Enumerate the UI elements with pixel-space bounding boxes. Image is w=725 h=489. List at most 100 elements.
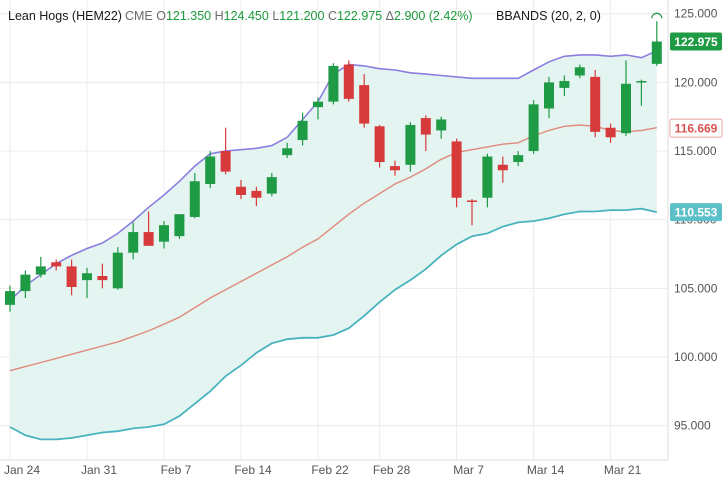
- candle: [97, 263, 108, 289]
- close-price-badge-text: 122.975: [674, 35, 718, 49]
- candle: [651, 21, 662, 66]
- candle: [82, 267, 92, 298]
- open-key: O: [156, 9, 166, 23]
- candles: [5, 12, 663, 312]
- candle: [528, 100, 539, 154]
- high-key: H: [214, 9, 224, 23]
- candle: [390, 160, 400, 176]
- candle-body: [143, 232, 154, 246]
- candle: [174, 214, 185, 239]
- candle-body: [66, 266, 77, 287]
- candle: [359, 74, 370, 128]
- candle-body: [159, 225, 169, 242]
- indicator-label[interactable]: BBANDS (20, 2, 0): [496, 9, 601, 23]
- x-tick-label: Feb 7: [161, 463, 192, 477]
- candle: [35, 256, 46, 278]
- candle-body: [374, 126, 385, 163]
- lower-band-badge-text: 110.553: [675, 206, 718, 220]
- y-tick-label: 120.000: [674, 75, 718, 89]
- candle-body: [128, 232, 139, 253]
- candle: [636, 79, 647, 106]
- candle-body: [220, 151, 231, 172]
- candle: [205, 151, 216, 189]
- candle: [313, 97, 323, 120]
- middle-band-line: [9, 124, 657, 372]
- candle-body: [436, 119, 447, 131]
- candle: [405, 122, 416, 172]
- instrument-name: Lean Hogs (HEM22): [8, 9, 122, 23]
- candle: [621, 60, 631, 136]
- high-value: 124.450: [223, 9, 269, 23]
- candle-body: [205, 156, 216, 184]
- candle-body: [636, 81, 647, 83]
- change-key: Δ: [385, 9, 395, 23]
- candle: [451, 138, 462, 208]
- price-badges: 122.975 116.669 110.553: [669, 32, 723, 222]
- candle-body: [251, 190, 262, 198]
- candle: [220, 127, 231, 175]
- candle-body: [82, 273, 92, 281]
- candle: [5, 285, 15, 312]
- candle-body: [20, 274, 31, 292]
- candle-body: [97, 276, 108, 281]
- candle-body: [467, 200, 477, 202]
- candle-body: [313, 101, 323, 108]
- bband-area: [10, 50, 657, 440]
- candle-body: [482, 156, 493, 198]
- candle-body: [112, 252, 123, 289]
- x-tick-label: Jan 31: [81, 463, 117, 477]
- candle: [343, 60, 354, 102]
- lower-band-badge: 110.553: [670, 203, 722, 222]
- candle: [112, 247, 123, 290]
- candle-body: [559, 81, 570, 88]
- candle-body: [405, 124, 416, 165]
- candle-body: [297, 120, 308, 141]
- candle: [420, 115, 431, 152]
- lower-band-badge-bg: [670, 203, 722, 222]
- candle-body: [420, 118, 431, 135]
- candle: [590, 70, 601, 138]
- candle-body: [451, 141, 462, 198]
- candle-body: [328, 65, 339, 102]
- y-tick-label: 95.000: [674, 419, 711, 433]
- candle-body: [390, 166, 400, 171]
- candle: [513, 151, 524, 167]
- exchange-label: CME: [124, 9, 153, 23]
- close-key: C: [327, 9, 337, 23]
- x-tick-label: Mar 21: [604, 463, 642, 477]
- close-price-badge-bg: [670, 32, 722, 51]
- candle-body: [651, 41, 662, 64]
- candle-body: [174, 214, 185, 237]
- x-tick-label: Feb 14: [234, 463, 272, 477]
- y-tick-label: 125.000: [674, 7, 718, 21]
- middle-band-badge-bg: [669, 118, 723, 138]
- candle: [497, 156, 508, 183]
- candle: [574, 64, 585, 79]
- candle: [328, 63, 339, 105]
- candle: [374, 124, 385, 168]
- candle-body: [282, 148, 293, 156]
- middle-band-badge: 116.669: [669, 118, 723, 138]
- x-tick-label: Jan 24: [4, 463, 40, 477]
- candle-body: [513, 155, 524, 163]
- last-candle-marker: [651, 12, 663, 19]
- candle: [236, 179, 246, 200]
- candle: [143, 211, 154, 246]
- candle-body: [5, 291, 15, 305]
- candle-body: [51, 262, 62, 267]
- candle: [482, 153, 493, 208]
- candle: [605, 123, 616, 143]
- lower-band-line: [9, 207, 657, 441]
- close-value: 122.975: [336, 9, 383, 23]
- open-value: 121.350: [165, 9, 212, 23]
- close-price-badge: 122.975: [670, 32, 722, 51]
- candle: [467, 199, 477, 226]
- axes: 95.000100.000105.000110.000115.000120.00…: [0, 0, 718, 477]
- candle: [189, 173, 200, 219]
- x-tick-label: Mar 7: [453, 463, 484, 477]
- candle-body: [266, 177, 277, 194]
- candle: [436, 116, 447, 139]
- middle-band-badge-text: 116.669: [675, 122, 718, 136]
